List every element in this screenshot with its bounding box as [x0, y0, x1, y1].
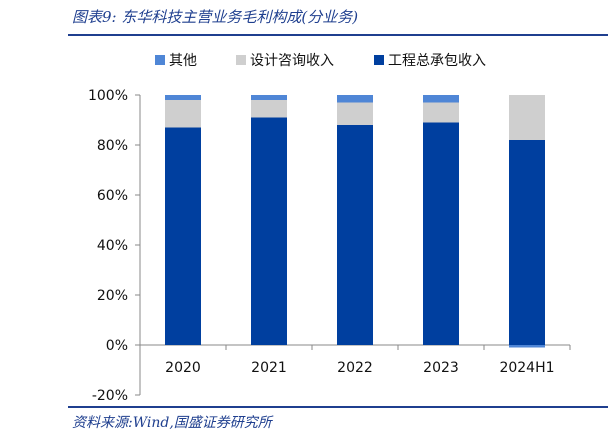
x-tick-label: 2024H1 [499, 360, 554, 376]
y-tick-label: 60% [97, 188, 128, 204]
legend-label: 其他 [169, 53, 197, 69]
bar-segment-0 [337, 125, 373, 345]
legend-label: 工程总承包收入 [388, 53, 486, 69]
bar-segment-1 [251, 100, 287, 118]
bar-segment-2 [251, 95, 287, 100]
bar-segment-1 [509, 95, 545, 140]
bar-segment-1 [423, 102, 459, 123]
y-tick-label: 0% [106, 338, 128, 354]
legend-swatch [374, 55, 384, 65]
legend-label: 设计咨询收入 [250, 53, 334, 69]
y-tick-label: 100% [88, 88, 128, 104]
bar-segment-2 [165, 95, 201, 100]
x-tick-label: 2022 [337, 360, 373, 376]
bar-segment-2 [509, 345, 545, 348]
bar-segment-1 [337, 102, 373, 125]
x-tick-label: 2021 [251, 360, 287, 376]
legend-swatch [155, 55, 165, 65]
bar-segment-0 [165, 127, 201, 345]
stacked-bar-chart: -20% 0% 20% 40% 60% 80% 100% 2020 2021 2022 2023 20… [88, 53, 571, 404]
y-tick-label: 80% [97, 138, 128, 154]
y-tick-label: 20% [97, 288, 128, 304]
x-tick-label: 2020 [165, 360, 201, 376]
bar-segment-1 [165, 100, 201, 128]
y-tick-label: -20% [92, 388, 128, 404]
source-rule [68, 406, 608, 408]
bar-segment-0 [509, 140, 545, 345]
bar-segment-2 [423, 95, 459, 103]
bar-segment-2 [337, 95, 373, 103]
title-rule [68, 34, 608, 36]
source-note: 资料来源:Wind,国盛证券研究所 [72, 415, 272, 431]
bar-segment-0 [423, 122, 459, 345]
legend-swatch [236, 55, 246, 65]
y-tick-label: 40% [97, 238, 128, 254]
chart-title: 图表9: 东华科技主营业务毛利构成(分业务) [72, 8, 359, 26]
x-tick-label: 2023 [423, 360, 459, 376]
bar-segment-0 [251, 117, 287, 345]
